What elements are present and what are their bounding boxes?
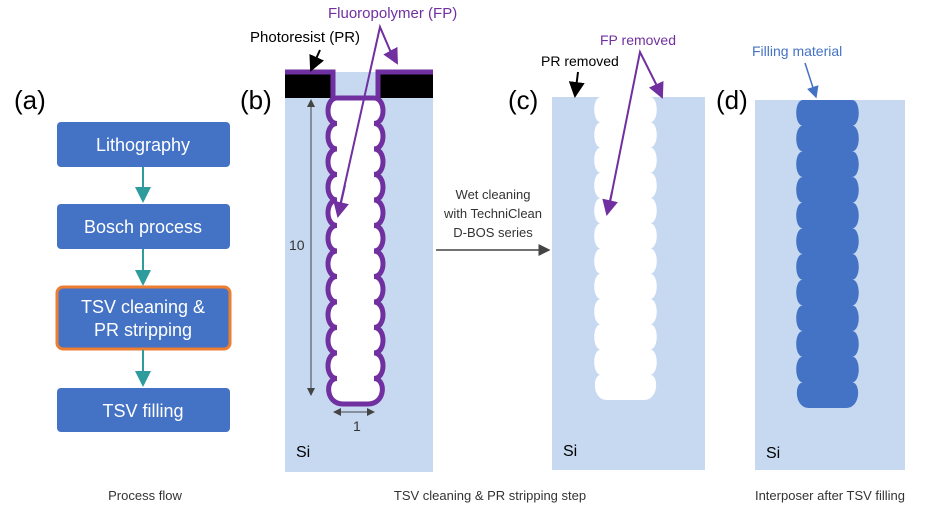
panel-c: Si PR removed FP removed [541, 32, 705, 470]
fp-removed-label: FP removed [600, 32, 676, 48]
caption-process-flow: Process flow [108, 488, 182, 503]
fluoropolymer-label: Fluoropolymer (FP) [328, 5, 457, 22]
wet-cleaning-line-3: D-BOS series [453, 225, 533, 240]
panel-label-d: (d) [716, 85, 748, 115]
caption-cleaning-step: TSV cleaning & PR stripping step [394, 488, 586, 503]
step-bosch-label: Bosch process [84, 217, 202, 237]
via-with-fluoropolymer [325, 95, 386, 407]
process-arrow: Wet cleaning with TechniClean D-BOS seri… [436, 187, 551, 256]
fp-removed-arrow-out [648, 80, 664, 99]
photoresist-label: Photoresist (PR) [250, 29, 360, 46]
fp-arrow-in [333, 184, 349, 218]
photoresist-right [378, 72, 433, 98]
filling-material-label: Filling material [752, 43, 842, 59]
step-lithography-label: Lithography [96, 135, 190, 155]
panel-b: 10 1 Si Photoresist (PR) Fluoropolymer (… [250, 5, 457, 472]
fp-top-right [375, 69, 433, 98]
fp-removed-arrow-in [602, 191, 618, 216]
cleaned-via [594, 97, 657, 400]
step-filling-box [57, 388, 230, 432]
panel-d: Si Filling material [752, 43, 905, 470]
fp-top-left [285, 69, 336, 98]
step-bosch-box [57, 204, 230, 249]
photoresist-arrow [309, 49, 325, 72]
wet-cleaning-line-2: with TechniClean [443, 206, 542, 221]
step-lithography-box [57, 122, 230, 167]
wet-cleaning-line-1: Wet cleaning [456, 187, 531, 202]
width-label: 1 [353, 418, 361, 434]
panel-label-c: (c) [508, 85, 538, 115]
photoresist-left [285, 72, 333, 98]
step-cleaning-label-2: PR stripping [94, 320, 192, 340]
process-flow: Lithography Bosch process TSV cleaning &… [55, 122, 232, 432]
pr-removed-label: PR removed [541, 53, 619, 69]
caption-filling: Interposer after TSV filling [755, 488, 905, 503]
si-label: Si [766, 445, 780, 462]
fp-arrow-out [383, 46, 398, 65]
depth-label: 10 [289, 237, 305, 253]
si-label: Si [563, 443, 577, 460]
pr-removed-arrow [568, 71, 585, 98]
step-cleaning-label-1: TSV cleaning & [81, 297, 205, 317]
step-filling-label: TSV filling [102, 401, 183, 421]
filling-material-arrow [804, 62, 819, 99]
filled-via [796, 100, 859, 408]
panel-label-b: (b) [240, 85, 272, 115]
panel-label-a: (a) [14, 85, 46, 115]
step-cleaning-box [55, 285, 232, 351]
si-label: Si [296, 444, 310, 461]
